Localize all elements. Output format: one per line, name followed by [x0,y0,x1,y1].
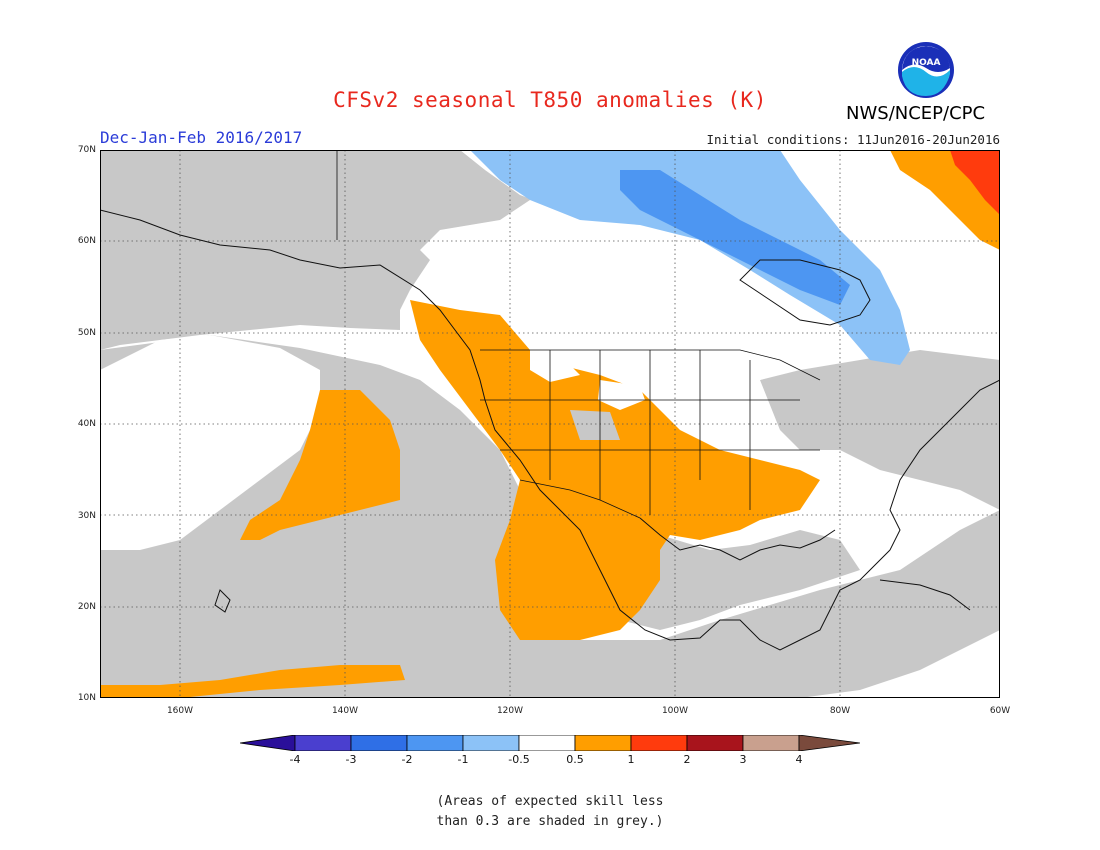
colorbar-tick-label: 1 [627,753,635,766]
colorbar-tick-label: -3 [345,753,357,766]
political-borders [336,150,821,519]
noaa-logo-text: NOAA [912,58,941,68]
coastlines [100,209,1000,651]
colorbar-segment [462,735,520,751]
skill-note-line: (Areas of expected skill less [436,794,664,809]
skill-note-line: than 0.3 are shaded in grey.) [436,814,664,829]
colorbar-tick-label: 3 [739,753,747,766]
lat-label: 20N [77,602,96,612]
colorbar-tick-label: -4 [289,753,301,766]
initial-conditions: Initial conditions: 11Jun2016-20Jun2016 [706,132,1001,147]
lon-label: 80W [829,706,851,716]
lat-label: 50N [77,328,96,338]
colorbar-segment [240,735,296,751]
lon-label: 60W [989,706,1011,716]
blue-anomaly [620,170,850,305]
lon-label: 140W [331,706,359,716]
noaa-logo: NOAA [898,42,954,98]
colorbar-segment [686,735,744,751]
colorbar-tick-label: 2 [683,753,691,766]
lon-label: 100W [661,706,689,716]
colorbar-segment [518,735,576,751]
forecast-period: Dec-Jan-Feb 2016/2017 [100,128,303,147]
colorbar-segment [742,735,800,751]
lat-label: 40N [77,419,96,429]
colorbar-tick-label: -0.5 [508,753,530,766]
colorbar-tick-label: 0.5 [566,753,584,766]
western-us-anomaly [410,300,820,640]
colorbar-tick-label: -1 [457,753,469,766]
agency-label: NWS/NCEP/CPC [846,103,986,124]
map-title: CFSv2 seasonal T850 anomalies (K) [333,88,767,112]
colorbar-segment [350,735,408,751]
skill-note: (Areas of expected skill less than 0.3 a… [0,792,1100,832]
colorbar-segment [406,735,464,751]
colorbar-segment [574,735,632,751]
colorbar-tick-label: -2 [401,753,413,766]
lon-label: 160W [166,706,194,716]
lon-label: 120W [496,706,524,716]
anomaly-map [100,150,1000,698]
colorbar-segment [294,735,352,751]
lat-label: 30N [77,511,96,521]
lat-label: 60N [77,236,96,246]
color-scale-bar [240,735,860,751]
light-blue-anomaly [470,150,910,365]
colorbar-tick-label: 4 [795,753,803,766]
lat-label: 10N [77,693,96,703]
colorbar-segment [630,735,688,751]
lat-label: 70N [77,145,96,155]
colorbar-segment [798,735,860,751]
pacific-tongue-anomaly [240,390,400,540]
